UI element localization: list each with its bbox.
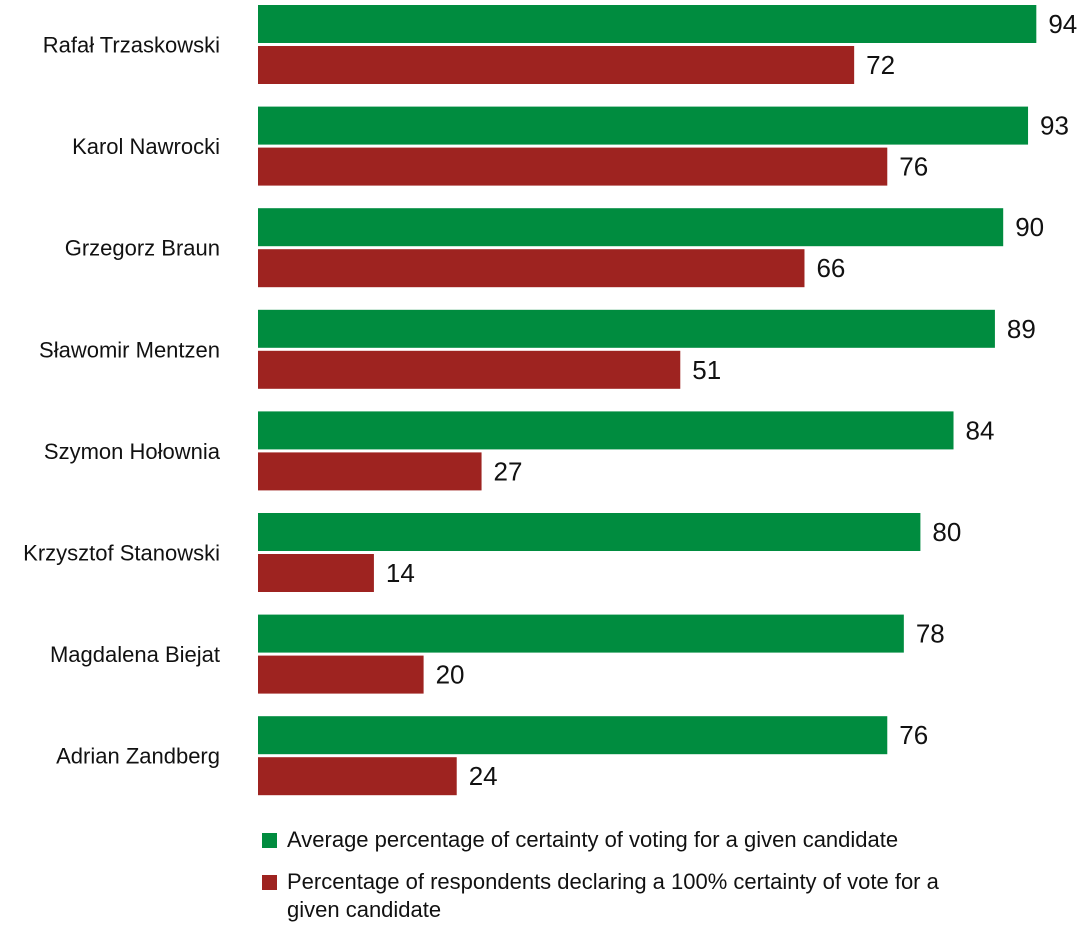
data-label: 89 xyxy=(1007,314,1036,344)
bar-series-2 xyxy=(258,655,424,694)
bar-series-1 xyxy=(258,208,1004,247)
data-label: 20 xyxy=(436,660,465,690)
data-label: 14 xyxy=(386,558,415,588)
data-label: 76 xyxy=(899,152,928,182)
data-label: 93 xyxy=(1040,111,1069,141)
legend-item-series-1: Average percentage of certainty of votin… xyxy=(262,826,1062,854)
bar-series-1 xyxy=(258,513,921,551)
data-label: 84 xyxy=(966,415,995,445)
bar-series-1 xyxy=(258,716,888,755)
category-label: Rafał Trzaskowski xyxy=(43,33,220,58)
data-label: 66 xyxy=(816,253,845,283)
category-label: Szymon Hołownia xyxy=(44,439,221,464)
legend-swatch-series-1 xyxy=(262,833,277,848)
bar-series-1 xyxy=(258,411,954,450)
bar-series-2 xyxy=(258,757,457,796)
category-label: Krzysztof Stanowski xyxy=(23,541,220,566)
bar-series-1 xyxy=(258,309,995,348)
legend: Average percentage of certainty of votin… xyxy=(262,826,1062,938)
category-label: Karol Nawrocki xyxy=(72,134,220,159)
bar-series-2 xyxy=(258,350,681,389)
data-label: 78 xyxy=(916,619,945,649)
category-label: Grzegorz Braun xyxy=(65,236,220,261)
data-label: 51 xyxy=(692,355,721,385)
data-label: 72 xyxy=(866,50,895,80)
bar-series-2 xyxy=(258,147,888,186)
bar-series-1 xyxy=(258,614,904,653)
bar-series-1 xyxy=(258,106,1029,145)
data-label: 27 xyxy=(494,456,523,486)
data-label: 76 xyxy=(899,720,928,750)
bar-series-1 xyxy=(258,5,1037,43)
data-label: 24 xyxy=(469,761,498,791)
bar-series-2 xyxy=(258,46,855,84)
bar-series-2 xyxy=(258,554,374,592)
legend-label-series-1: Average percentage of certainty of votin… xyxy=(287,827,899,852)
bar-chart: Rafał Trzaskowski 94 72 Karol Nawrocki 93 76 G… xyxy=(23,5,1077,796)
legend-item-series-2: Percentage of respondents declaring a 10… xyxy=(262,868,1062,924)
data-label: 80 xyxy=(932,517,961,547)
category-label: Sławomir Mentzen xyxy=(39,337,220,362)
category-label: Magdalena Biejat xyxy=(50,642,220,667)
bar-series-2 xyxy=(258,249,805,288)
category-label: Adrian Zandberg xyxy=(56,744,220,769)
legend-swatch-series-2 xyxy=(262,875,277,890)
legend-label-series-2: Percentage of respondents declaring a 10… xyxy=(287,869,939,922)
data-label: 90 xyxy=(1015,212,1044,242)
bar-series-2 xyxy=(258,452,482,491)
data-label: 94 xyxy=(1048,9,1077,39)
